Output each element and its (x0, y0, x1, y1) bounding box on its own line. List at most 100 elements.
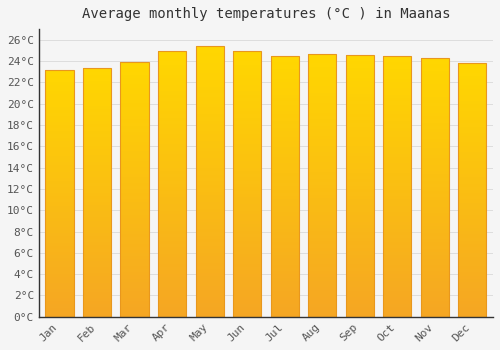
Bar (458, 222, 486, 225)
Bar (196, 168, 224, 171)
Bar (421, 116, 449, 119)
Bar (196, 239, 224, 242)
Bar (383, 59, 412, 62)
Bar (458, 260, 486, 263)
Bar (346, 268, 374, 271)
Bar (308, 106, 336, 110)
Bar (346, 169, 374, 173)
Bar (346, 78, 374, 81)
Bar (46, 196, 74, 200)
Bar (120, 269, 148, 272)
Bar (233, 154, 261, 158)
Bar (308, 225, 336, 228)
Bar (383, 150, 412, 154)
Bar (46, 221, 74, 224)
Bar (158, 78, 186, 81)
Bar (120, 263, 148, 266)
Bar (158, 118, 186, 121)
Bar (346, 88, 374, 91)
Bar (233, 217, 261, 220)
Bar (346, 182, 374, 186)
Bar (421, 132, 449, 135)
Bar (120, 72, 148, 75)
Bar (308, 146, 336, 149)
Bar (83, 242, 111, 245)
Bar (233, 234, 261, 237)
Bar (346, 156, 374, 160)
Bar (158, 151, 186, 154)
Bar (308, 100, 336, 103)
Bar (270, 173, 299, 176)
Bar (270, 82, 299, 85)
Bar (421, 155, 449, 158)
Bar (458, 158, 486, 161)
Bar (308, 110, 336, 113)
Bar (233, 55, 261, 58)
Bar (83, 217, 111, 220)
Bar (383, 173, 412, 176)
Bar (458, 98, 486, 101)
Bar (196, 225, 224, 229)
Bar (458, 196, 486, 200)
Bar (46, 97, 74, 100)
Bar (120, 212, 148, 215)
Bar (383, 95, 412, 98)
Bar (196, 283, 224, 286)
Bar (46, 199, 74, 202)
Bar (383, 137, 412, 141)
Bar (46, 144, 74, 147)
Bar (158, 111, 186, 114)
Bar (383, 281, 412, 284)
Bar (46, 233, 74, 237)
Bar (120, 209, 148, 212)
Bar (270, 216, 299, 219)
Bar (233, 181, 261, 184)
Bar (421, 285, 449, 288)
Bar (458, 117, 486, 120)
Bar (308, 70, 336, 73)
Bar (421, 197, 449, 200)
Bar (46, 156, 74, 159)
Bar (421, 58, 449, 317)
Bar (196, 63, 224, 66)
Bar (120, 126, 148, 129)
Bar (270, 180, 299, 183)
Bar (196, 175, 224, 178)
Bar (83, 155, 111, 159)
Bar (308, 178, 336, 182)
Bar (383, 154, 412, 157)
Bar (270, 124, 299, 127)
Bar (270, 235, 299, 238)
Bar (196, 144, 224, 148)
Bar (346, 130, 374, 133)
Bar (383, 88, 412, 92)
Bar (346, 222, 374, 225)
Bar (270, 196, 299, 199)
Bar (458, 285, 486, 288)
Bar (458, 149, 486, 152)
Bar (46, 172, 74, 175)
Bar (346, 300, 374, 304)
Bar (421, 152, 449, 155)
Bar (233, 224, 261, 227)
Bar (458, 171, 486, 174)
Bar (158, 201, 186, 204)
Bar (346, 150, 374, 153)
Bar (458, 104, 486, 107)
Bar (46, 308, 74, 310)
Bar (458, 101, 486, 104)
Bar (458, 218, 486, 222)
Bar (383, 271, 412, 274)
Bar (421, 113, 449, 116)
Bar (83, 121, 111, 124)
Bar (233, 121, 261, 124)
Bar (196, 195, 224, 198)
Bar (233, 161, 261, 164)
Bar (158, 58, 186, 61)
Bar (270, 121, 299, 124)
Bar (308, 297, 336, 300)
Bar (158, 88, 186, 91)
Bar (196, 110, 224, 114)
Bar (196, 138, 224, 141)
Bar (46, 301, 74, 304)
